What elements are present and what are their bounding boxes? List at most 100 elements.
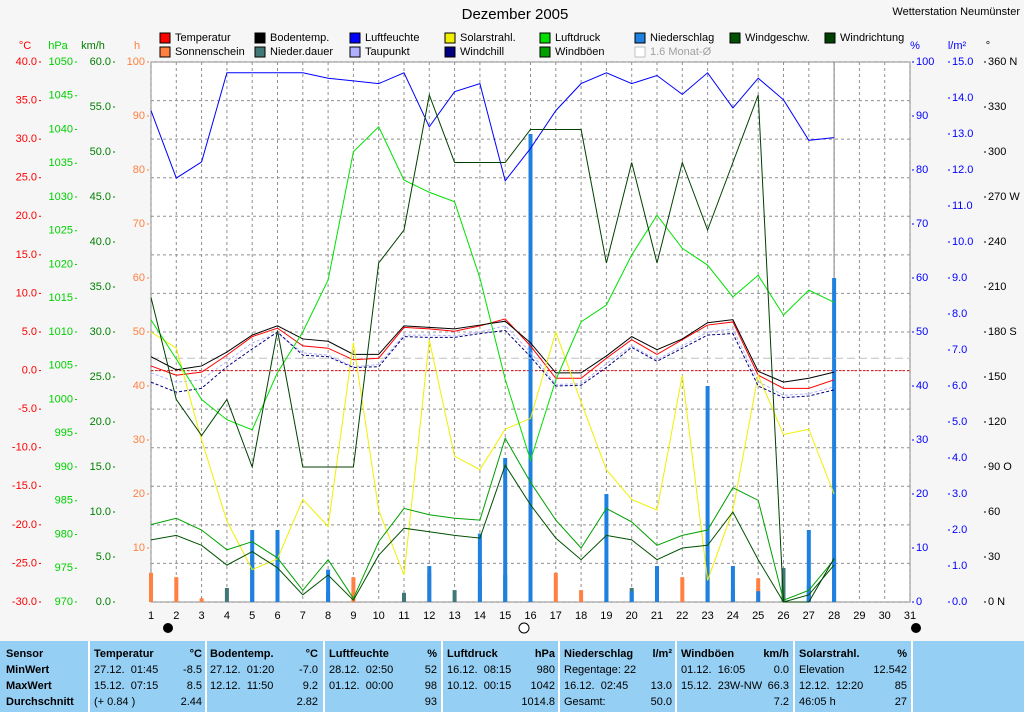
column-header: Windböen (681, 648, 735, 660)
series-line (150, 464, 835, 603)
cell-text: 15.12. 23W-NW (681, 680, 763, 692)
cell-value: 12.542 (873, 664, 907, 676)
legend-swatch (349, 46, 361, 58)
chart-title: Dezember 2005 (462, 6, 569, 23)
column-header: Niederschlag (564, 648, 634, 660)
column-header: Solarstrahl. (799, 648, 860, 660)
cell-value: 2.44 (180, 696, 202, 708)
x-tick-label: 14 (474, 610, 486, 622)
x-tick-label: 26 (777, 610, 789, 622)
y-tick-label: 0.0 (22, 364, 37, 376)
y-tick-label: 60 (133, 272, 145, 284)
y-tick-label: 7.0 (952, 344, 967, 356)
y-tick-label: 20 (916, 488, 928, 500)
series-line (150, 436, 835, 601)
y-tick-label: 35.0 (90, 281, 111, 293)
axis-unit: ° (986, 40, 990, 52)
y-tick-label: 25.0 (16, 172, 37, 184)
y-tick-label: 10 (916, 542, 928, 554)
cell-value: 0.0 (773, 664, 789, 676)
bar (477, 533, 482, 602)
y-tick-label: 15.0 (90, 461, 111, 473)
x-tick-label: 8 (325, 610, 331, 622)
cell-value: 85 (894, 680, 907, 692)
x-tick-label: 28 (828, 610, 840, 622)
legend-swatch (634, 32, 646, 44)
bar (250, 530, 255, 602)
y-tick-label: 30 (916, 434, 928, 446)
bar (427, 566, 432, 602)
moon-new (163, 623, 173, 633)
y-tick-label: 12.0 (952, 164, 973, 176)
series-line (150, 330, 835, 581)
column-separator (88, 641, 90, 712)
cell-text: Elevation (799, 664, 845, 676)
legend-label: Bodentemp. (270, 32, 329, 44)
axis-unit: % (910, 40, 920, 52)
y-tick-label: 1015 (49, 292, 73, 304)
x-tick-label: 1 (148, 610, 154, 622)
bar (579, 590, 584, 602)
y-tick-label: 300 (988, 146, 1006, 158)
y-tick-label: 40 (916, 380, 928, 392)
column-header: Luftdruck (447, 648, 498, 660)
y-tick-label: 0 N (988, 596, 1005, 608)
y-tick-label: 1025 (49, 225, 73, 237)
legend-swatch (539, 46, 551, 58)
bar (224, 587, 229, 602)
series-line (150, 329, 835, 399)
cell-text: 27.12. 01:20 (210, 664, 275, 676)
x-tick-label: 16 (524, 610, 536, 622)
moon-full (518, 622, 530, 634)
y-tick-label: -15.0 (12, 480, 37, 492)
legend-swatch (634, 46, 646, 58)
y-tick-label: 0 (916, 596, 922, 608)
y-tick-label: 40 (133, 380, 145, 392)
y-tick-label: 990 (55, 461, 73, 473)
cell-text: 10.12. 00:15 (447, 680, 512, 692)
column-separator (558, 641, 560, 712)
bar (149, 572, 153, 602)
series-line (150, 72, 835, 182)
cell-text: 01.12. 00:00 (329, 680, 394, 692)
legend-label: Luftdruck (555, 32, 601, 44)
y-tick-label: 1.0 (952, 560, 967, 572)
x-tick-label: 13 (448, 610, 460, 622)
legend-swatch (824, 32, 836, 44)
y-tick-label: 120 (988, 416, 1006, 428)
y-tick-label: 240 (988, 236, 1006, 248)
bar (832, 278, 837, 602)
legend-label: Niederschlag (650, 32, 714, 44)
x-tick-label: 3 (199, 610, 205, 622)
x-tick-label: 22 (676, 610, 688, 622)
x-tick-label: 17 (550, 610, 562, 622)
y-tick-label: 15.0 (16, 249, 37, 261)
x-tick-label: 6 (274, 610, 280, 622)
bar (680, 577, 685, 602)
y-tick-label: 100 (127, 56, 145, 68)
cell-value: 98 (424, 680, 437, 692)
column-separator (793, 641, 795, 712)
legend-swatch (159, 32, 171, 44)
y-tick-label: 1040 (49, 123, 73, 135)
column-header: Temperatur (94, 648, 154, 660)
x-tick-label: 7 (300, 610, 306, 622)
cell-text: Gesamt: (564, 696, 606, 708)
y-tick-label: 60.0 (90, 56, 111, 68)
legend-swatch (444, 32, 456, 44)
column-header: Bodentemp. (210, 648, 274, 660)
y-tick-label: 10.0 (90, 506, 111, 518)
column-unit: % (897, 648, 907, 660)
y-tick-label: 10 (133, 542, 145, 554)
x-tick-label: 21 (651, 610, 663, 622)
x-tick-label: 20 (626, 610, 638, 622)
y-tick-label: 4.0 (952, 452, 967, 464)
row-label: MinWert (6, 664, 50, 676)
y-tick-label: 1050 (49, 56, 73, 68)
legend-swatch (254, 46, 266, 58)
bar (756, 578, 761, 602)
x-tick-label: 18 (575, 610, 587, 622)
series-line (150, 319, 835, 383)
chart: Dezember 2005 Wetterstation Neumünster 1… (12, 6, 1020, 634)
